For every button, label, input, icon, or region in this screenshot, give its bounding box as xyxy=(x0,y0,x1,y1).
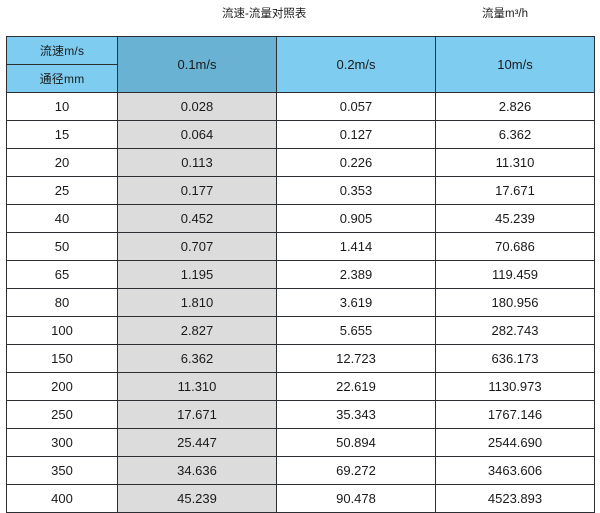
cell-flow-0.2: 50.894 xyxy=(276,428,436,457)
cell-flow-0.2: 0.353 xyxy=(276,176,436,205)
cell-flow-10: 180.956 xyxy=(435,288,595,317)
table-row: 200 11.310 22.619 1130.973 xyxy=(6,372,595,401)
cell-flow-10: 6.362 xyxy=(435,120,595,149)
cell-flow-10: 70.686 xyxy=(435,232,595,261)
cell-flow-0.2: 69.272 xyxy=(276,456,436,485)
table-row: 65 1.195 2.389 119.459 xyxy=(6,260,595,289)
table-row: 80 1.810 3.619 180.956 xyxy=(6,288,595,317)
table-row: 10 0.028 0.057 2.826 xyxy=(6,92,595,121)
cell-flow-10: 4523.893 xyxy=(435,484,595,513)
table-row: 250 17.671 35.343 1767.146 xyxy=(6,400,595,429)
table-row: 300 25.447 50.894 2544.690 xyxy=(6,428,595,457)
cell-flow-10: 17.671 xyxy=(435,176,595,205)
cell-flow-10: 1767.146 xyxy=(435,400,595,429)
cell-diameter: 15 xyxy=(6,120,118,149)
cell-flow-0.2: 12.723 xyxy=(276,344,436,373)
cell-flow-0.1: 1.810 xyxy=(117,288,277,317)
cell-diameter: 25 xyxy=(6,176,118,205)
caption-bar: 流速-流量对照表 流量m³/h xyxy=(0,0,600,34)
header-row-bottom: 通径mm xyxy=(6,64,595,93)
table-row: 15 0.064 0.127 6.362 xyxy=(6,120,595,149)
cell-flow-0.2: 3.619 xyxy=(276,288,436,317)
cell-flow-0.1: 0.707 xyxy=(117,232,277,261)
cell-flow-0.2: 0.905 xyxy=(276,204,436,233)
cell-flow-0.1: 45.239 xyxy=(117,484,277,513)
cell-flow-0.2: 22.619 xyxy=(276,372,436,401)
cell-flow-0.2: 2.389 xyxy=(276,260,436,289)
cell-flow-10: 119.459 xyxy=(435,260,595,289)
table-row: 350 34.636 69.272 3463.606 xyxy=(6,456,595,485)
table-row: 400 45.239 90.478 4523.893 xyxy=(6,484,595,513)
cell-diameter: 250 xyxy=(6,400,118,429)
table-row: 50 0.707 1.414 70.686 xyxy=(6,232,595,261)
header-velocity-0.1: 0.1m/s xyxy=(117,36,277,93)
cell-flow-0.2: 5.655 xyxy=(276,316,436,345)
cell-flow-0.2: 35.343 xyxy=(276,400,436,429)
table-header: 流速m/s 0.1m/s 0.2m/s 10m/s 通径mm xyxy=(6,36,595,93)
cell-flow-0.1: 0.028 xyxy=(117,92,277,121)
cell-diameter: 200 xyxy=(6,372,118,401)
table-row: 25 0.177 0.353 17.671 xyxy=(6,176,595,205)
cell-flow-0.1: 0.113 xyxy=(117,148,277,177)
cell-flow-0.2: 0.057 xyxy=(276,92,436,121)
cell-flow-0.2: 1.414 xyxy=(276,232,436,261)
table-row: 40 0.452 0.905 45.239 xyxy=(6,204,595,233)
cell-flow-10: 45.239 xyxy=(435,204,595,233)
table-row: 20 0.113 0.226 11.310 xyxy=(6,148,595,177)
cell-diameter: 50 xyxy=(6,232,118,261)
cell-flow-10: 2544.690 xyxy=(435,428,595,457)
cell-diameter: 150 xyxy=(6,344,118,373)
cell-flow-0.2: 0.127 xyxy=(276,120,436,149)
cell-flow-10: 3463.606 xyxy=(435,456,595,485)
header-velocity-0.2: 0.2m/s xyxy=(276,36,436,93)
cell-flow-0.1: 17.671 xyxy=(117,400,277,429)
cell-flow-0.2: 90.478 xyxy=(276,484,436,513)
cell-flow-10: 282.743 xyxy=(435,316,595,345)
table-row: 100 2.827 5.655 282.743 xyxy=(6,316,595,345)
cell-flow-10: 11.310 xyxy=(435,148,595,177)
cell-flow-0.1: 11.310 xyxy=(117,372,277,401)
header-row-top: 流速m/s 0.1m/s 0.2m/s 10m/s xyxy=(6,36,595,93)
flow-unit-label: 流量m³/h xyxy=(482,8,528,20)
cell-flow-10: 636.173 xyxy=(435,344,595,373)
cell-flow-0.1: 2.827 xyxy=(117,316,277,345)
cell-diameter: 40 xyxy=(6,204,118,233)
table-row: 150 6.362 12.723 636.173 xyxy=(6,344,595,373)
cell-flow-0.1: 25.447 xyxy=(117,428,277,457)
cell-flow-0.1: 0.177 xyxy=(117,176,277,205)
flow-rate-table: 流速m/s 0.1m/s 0.2m/s 10m/s 通径mm 10 0.028 0.… xyxy=(6,36,595,513)
cell-diameter: 65 xyxy=(6,260,118,289)
cell-flow-0.1: 0.452 xyxy=(117,204,277,233)
header-velocity-10: 10m/s xyxy=(435,36,595,93)
header-velocity-label: 流速m/s xyxy=(6,36,118,65)
flow-rate-table-container: 流速m/s 0.1m/s 0.2m/s 10m/s 通径mm 10 0.028 0.… xyxy=(6,36,595,513)
cell-flow-0.1: 34.636 xyxy=(117,456,277,485)
cell-flow-0.1: 0.064 xyxy=(117,120,277,149)
table-title: 流速-流量对照表 xyxy=(222,8,307,20)
cell-flow-10: 1130.973 xyxy=(435,372,595,401)
cell-diameter: 80 xyxy=(6,288,118,317)
table-body: 10 0.028 0.057 2.826 15 0.064 0.127 6.362 20 0.11… xyxy=(6,92,595,513)
cell-diameter: 400 xyxy=(6,484,118,513)
cell-diameter: 100 xyxy=(6,316,118,345)
cell-diameter: 10 xyxy=(6,92,118,121)
cell-diameter: 300 xyxy=(6,428,118,457)
cell-flow-0.1: 6.362 xyxy=(117,344,277,373)
cell-diameter: 350 xyxy=(6,456,118,485)
cell-flow-10: 2.826 xyxy=(435,92,595,121)
cell-flow-0.2: 0.226 xyxy=(276,148,436,177)
cell-flow-0.1: 1.195 xyxy=(117,260,277,289)
header-diameter-label: 通径mm xyxy=(6,64,118,93)
cell-diameter: 20 xyxy=(6,148,118,177)
